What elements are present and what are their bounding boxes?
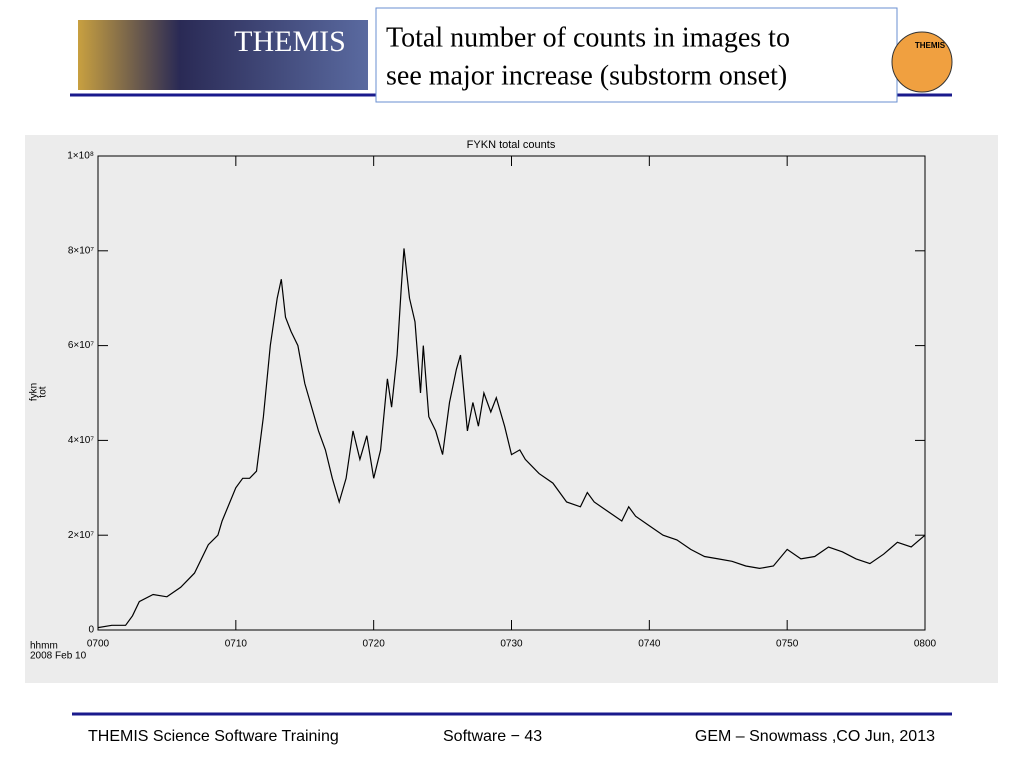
y-tick-label: 8×10⁷	[68, 245, 95, 256]
y-tick-label: 0	[88, 625, 94, 636]
logo-banner	[78, 20, 368, 90]
footer-right: GEM – Snowmass ,CO Jun, 2013	[695, 728, 935, 745]
footer-left: THEMIS Science Software Training	[88, 728, 339, 745]
slide-title-line: see major increase (substorm onset)	[386, 60, 787, 91]
slide-title-line: Total number of counts in images to	[386, 22, 790, 53]
x-axis-label: hhmm	[30, 641, 58, 652]
badge	[891, 31, 953, 93]
y-tick-label: 4×10⁷	[68, 435, 95, 446]
y-tick-label: 1×10⁸	[67, 151, 94, 162]
x-tick-label: 0740	[638, 639, 661, 650]
x-axis-label: 2008 Feb 10	[30, 651, 87, 662]
title-box	[375, 7, 898, 103]
y-tick-label: 6×10⁷	[68, 340, 95, 351]
x-tick-label: 0700	[87, 639, 110, 650]
y-axis-label: tot	[38, 386, 49, 397]
data-line	[97, 248, 926, 629]
chart-title: FYKN total counts	[467, 139, 556, 151]
x-tick-label: 0710	[225, 639, 248, 650]
x-tick-label: 0720	[363, 639, 386, 650]
badge-text: THEMIS	[915, 41, 946, 50]
x-tick-label: 0730	[500, 639, 523, 650]
y-tick-label: 2×10⁷	[68, 530, 95, 541]
footer-center: Software − 43	[443, 728, 542, 745]
chart-panel	[25, 135, 998, 683]
y-axis-label: fykn	[29, 383, 40, 401]
x-tick-label: 0800	[914, 639, 937, 650]
logo-text: THEMIS	[234, 25, 346, 58]
x-tick-label: 0750	[776, 639, 799, 650]
